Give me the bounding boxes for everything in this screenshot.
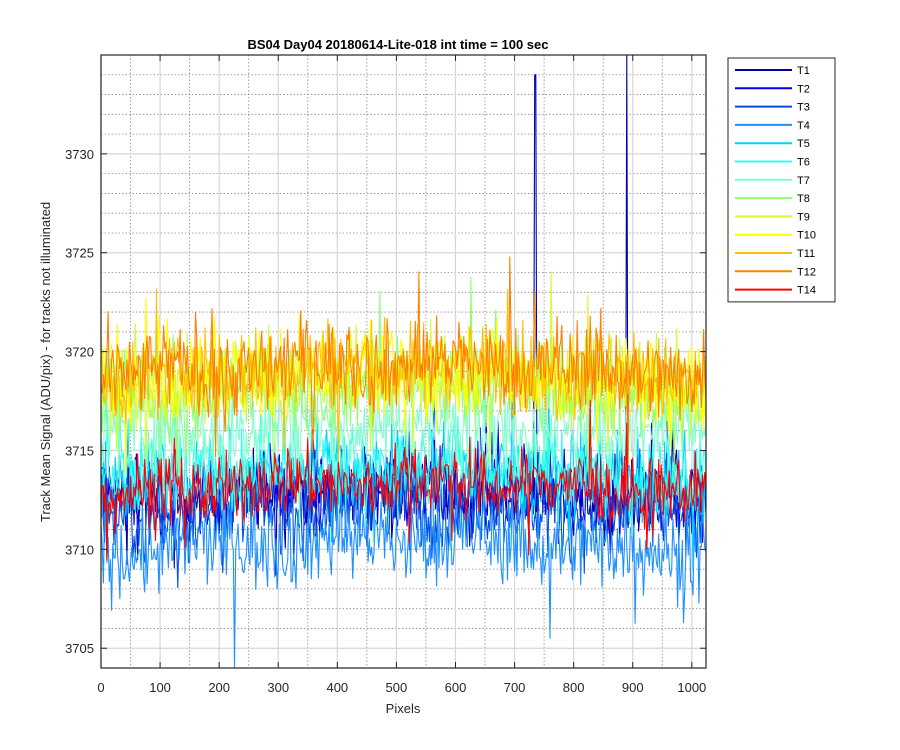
legend-label: T2 — [797, 83, 810, 95]
legend-label: T1 — [797, 65, 810, 77]
legend-label: T7 — [797, 175, 810, 187]
legend-item-T5: T5 — [735, 138, 810, 150]
legend-item-T11: T11 — [735, 248, 815, 260]
axes-box — [100, 54, 707, 669]
series-T5 — [100, 373, 707, 570]
series-layer — [100, 54, 707, 668]
series-line-T14 — [100, 399, 707, 561]
series-line-T12 — [100, 256, 707, 466]
series-T12 — [100, 256, 707, 466]
y-tick-label: 3725 — [65, 246, 94, 261]
series-line-T10 — [100, 297, 707, 476]
legend-label: T8 — [797, 193, 810, 205]
x-tick-label: 700 — [504, 680, 526, 695]
legend-label: T9 — [797, 211, 810, 223]
y-tick-label: 3720 — [65, 345, 94, 360]
legend: T1 T2 T3 T4 T5 T6 T7 T8 T9 T10 T11 T12 T14 — [727, 57, 836, 303]
series-T14 — [100, 399, 707, 561]
axes: 0 100 200 300 400 500 600 700 800 900 1000 3705 3710… — [65, 54, 707, 695]
legend-item-T3: T3 — [735, 102, 810, 114]
x-tick-label: 300 — [267, 680, 289, 695]
x-tick-label: 0 — [97, 680, 104, 695]
series-line-T5 — [100, 373, 707, 570]
legend-label: T3 — [797, 102, 810, 114]
y-axis-label: Track Mean Signal (ADU/pix) - for tracks… — [38, 202, 53, 522]
series-T10 — [100, 297, 707, 476]
legend-label: T10 — [797, 230, 816, 242]
x-tick-label: 600 — [445, 680, 467, 695]
series-T4 — [100, 428, 707, 668]
legend-label: T11 — [797, 248, 815, 260]
x-tick-label: 900 — [622, 680, 644, 695]
y-tick-label: 3705 — [65, 641, 94, 656]
legend-item-T6: T6 — [735, 157, 810, 169]
legend-label: T4 — [797, 120, 810, 132]
legend-label: T5 — [797, 138, 810, 150]
x-tick-label: 100 — [149, 680, 171, 695]
legend-label: T12 — [797, 266, 816, 278]
y-tick-label: 3715 — [65, 443, 94, 458]
x-tick-label: 500 — [386, 680, 408, 695]
legend-item-T12: T12 — [735, 266, 816, 278]
legend-label: T6 — [797, 157, 810, 169]
legend-item-T8: T8 — [735, 193, 810, 205]
legend-item-T14: T14 — [735, 285, 816, 297]
y-tick-label: 3730 — [65, 147, 94, 162]
series-line-T4 — [100, 428, 707, 668]
x-tick-label: 400 — [326, 680, 348, 695]
series-T11 — [100, 288, 707, 463]
series-line-T11 — [100, 288, 707, 463]
x-tick-label: 200 — [208, 680, 230, 695]
legend-item-T10: T10 — [735, 230, 816, 242]
legend-item-T2: T2 — [735, 83, 810, 95]
x-tick-label: 1000 — [677, 680, 706, 695]
legend-label: T14 — [797, 285, 816, 297]
x-axis-label: Pixels — [386, 701, 421, 716]
legend-item-T7: T7 — [735, 175, 810, 187]
chart-title: BS04 Day04 20180614-Lite-018 int time = … — [248, 37, 549, 52]
y-tick-label: 3710 — [65, 542, 94, 557]
legend-item-T1: T1 — [735, 65, 810, 77]
legend-item-T9: T9 — [735, 211, 810, 223]
x-tick-label: 800 — [563, 680, 585, 695]
legend-item-T4: T4 — [735, 120, 810, 132]
